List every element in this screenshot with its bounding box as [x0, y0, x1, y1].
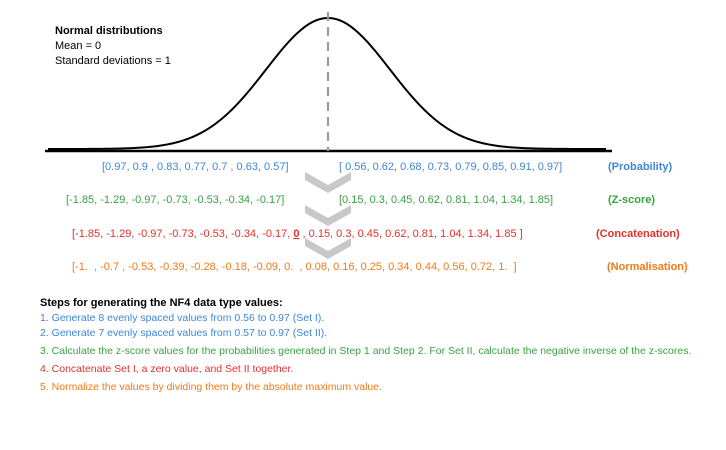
normalisation-values: [-1. , -0.7 , -0.53, -0.39, -0.28, -0.18… [72, 261, 517, 273]
step-5: 5. Normalize the values by dividing them… [40, 381, 382, 393]
concatenation-label: (Concatenation) [596, 228, 680, 240]
step-1: 1. Generate 8 evenly spaced values from … [40, 312, 325, 324]
probability-set-ii: [0.97, 0.9 , 0.83, 0.77, 0.7 , 0.63, 0.5… [102, 161, 289, 173]
down-chevron-arrow-1 [305, 172, 351, 193]
step-2: 2. Generate 7 evenly spaced values from … [40, 327, 328, 339]
zscore-set-ii: [-1.85, -1.29, -0.97, -0.73, -0.53, -0.3… [66, 194, 284, 206]
down-chevron-arrow-3 [305, 238, 351, 259]
normalisation-label: (Normalisation) [607, 261, 688, 273]
concatenation-before: [-1.85, -1.29, -0.97, -0.73, -0.53, -0.3… [72, 228, 293, 240]
zscore-set-i: [0.15, 0.3, 0.45, 0.62, 0.81, 1.04, 1.34… [339, 194, 553, 206]
legend-mean: Mean = 0 [55, 40, 102, 52]
concatenation-after: , 0.15, 0.3, 0.45, 0.62, 0.81, 1.04, 1.3… [299, 228, 522, 240]
step-3: 3. Calculate the z-score values for the … [40, 345, 692, 357]
steps-section: Steps for generating the NF4 data type v… [40, 296, 720, 395]
probability-label: (Probability) [608, 161, 673, 173]
zscore-label: (Z-score) [608, 194, 655, 206]
concatenation-values: [-1.85, -1.29, -0.97, -0.73, -0.53, -0.3… [72, 228, 523, 240]
step-4: 4. Concatenate Set I, a zero value, and … [40, 363, 294, 375]
legend-std: Standard deviations = 1 [55, 55, 171, 67]
concatenation-zero: 0 [293, 228, 299, 240]
distribution-legend: Normal distributions Mean = 0 Standard d… [55, 24, 171, 69]
legend-title: Normal distributions [55, 25, 163, 37]
down-chevron-arrow-2 [305, 205, 351, 226]
steps-heading: Steps for generating the NF4 data type v… [40, 297, 283, 309]
probability-set-i: [ 0.56, 0.62, 0.68, 0.73, 0.79, 0.85, 0.… [339, 161, 562, 173]
